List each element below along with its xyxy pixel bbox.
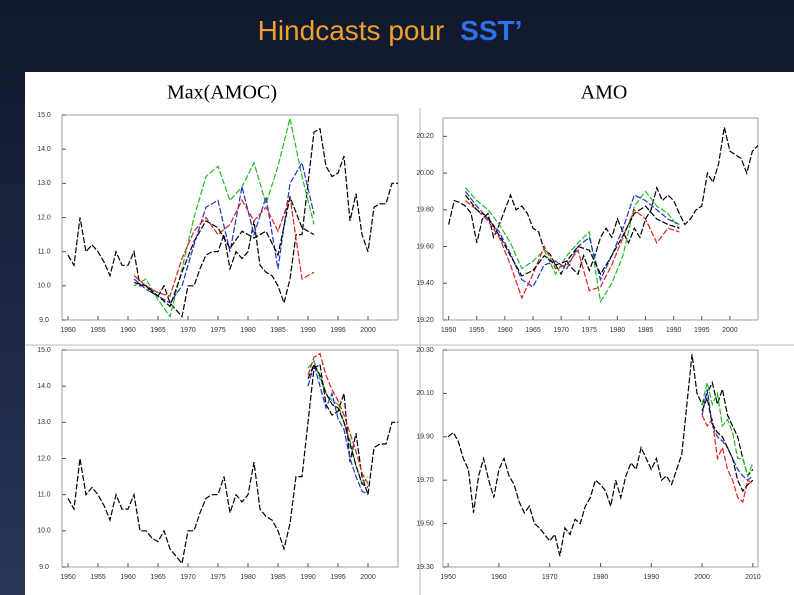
series-line	[465, 194, 680, 277]
x-tick-label: 1960	[491, 574, 507, 581]
y-tick-label: 12.0	[37, 455, 51, 462]
x-tick-label: 1960	[120, 327, 136, 334]
x-tick-label: 1955	[90, 574, 106, 581]
x-tick-label: 1950	[60, 327, 76, 334]
x-tick-label: 2000	[694, 574, 710, 581]
y-tick-label: 19.20	[416, 317, 434, 324]
x-tick-label: 1990	[644, 574, 660, 581]
x-tick-label: 1965	[150, 574, 166, 581]
y-tick-label: 10.0	[37, 283, 51, 290]
y-tick-label: 20.20	[416, 133, 434, 140]
column-title: AMO	[581, 82, 628, 104]
x-tick-label: 1975	[210, 574, 226, 581]
title-highlight: SST’	[460, 15, 522, 46]
x-tick-label: 1990	[666, 327, 682, 334]
x-tick-label: 1985	[270, 327, 286, 334]
x-tick-label: 1965	[525, 327, 541, 334]
x-tick-label: 1950	[60, 574, 76, 581]
y-tick-label: 14.0	[37, 146, 51, 153]
x-tick-label: 1995	[330, 327, 346, 334]
x-tick-label: 2000	[360, 327, 376, 334]
x-tick-label: 1970	[180, 574, 196, 581]
x-tick-label: 2000	[360, 574, 376, 581]
x-tick-label: 1975	[581, 327, 597, 334]
y-tick-label: 15.0	[37, 347, 51, 354]
x-tick-label: 1975	[210, 327, 226, 334]
x-tick-label: 1970	[542, 574, 558, 581]
series-line	[133, 196, 315, 297]
y-tick-label: 10.0	[37, 528, 51, 535]
series-line	[133, 194, 315, 308]
x-tick-label: 1995	[694, 327, 710, 334]
series-line	[307, 363, 369, 488]
y-tick-label: 20.00	[416, 170, 434, 177]
slide-title: Hindcasts pour SST’	[258, 15, 523, 46]
y-tick-label: 19.80	[416, 207, 434, 214]
y-tick-label: 19.70	[416, 477, 434, 484]
y-tick-label: 13.0	[37, 180, 51, 187]
y-tick-label: 19.40	[416, 280, 434, 287]
series-line	[465, 187, 680, 304]
y-tick-label: 19.50	[416, 520, 434, 527]
x-tick-label: 1950	[441, 327, 457, 334]
x-tick-label: 1950	[440, 574, 456, 581]
x-tick-label: 1955	[469, 327, 485, 334]
x-tick-label: 1970	[553, 327, 569, 334]
y-tick-label: 13.0	[37, 419, 51, 426]
series-line	[67, 127, 398, 318]
series-line	[465, 200, 680, 300]
x-tick-label: 1960	[120, 574, 136, 581]
y-tick-label: 9.0	[39, 317, 49, 324]
series-line	[133, 118, 315, 319]
series-line	[701, 414, 754, 503]
x-tick-label: 1985	[638, 327, 654, 334]
series-line	[448, 127, 759, 276]
x-tick-label: 1985	[270, 574, 286, 581]
x-tick-label: 1995	[330, 574, 346, 581]
x-tick-label: 1955	[90, 327, 106, 334]
title-text: Hindcasts pour	[258, 15, 445, 46]
y-tick-label: 19.60	[416, 243, 434, 250]
x-tick-label: 1970	[180, 327, 196, 334]
x-tick-label: 1980	[240, 327, 256, 334]
x-tick-label: 1965	[150, 327, 166, 334]
x-tick-label: 1990	[300, 327, 316, 334]
x-tick-label: 2010	[745, 574, 761, 581]
y-tick-label: 12.0	[37, 214, 51, 221]
x-tick-label: 1980	[610, 327, 626, 334]
column-title: Max(AMOC)	[167, 82, 277, 104]
x-tick-label: 2000	[722, 327, 738, 334]
y-tick-label: 11.0	[37, 249, 50, 256]
y-tick-label: 9.0	[39, 564, 49, 571]
x-tick-label: 1960	[497, 327, 513, 334]
series-line	[307, 362, 369, 496]
series-line	[67, 363, 398, 565]
y-tick-label: 11.0	[37, 492, 50, 499]
y-tick-label: 14.0	[37, 383, 51, 390]
series-line	[307, 352, 369, 485]
plot-frame	[442, 117, 759, 321]
y-tick-label: 15.0	[37, 112, 51, 119]
y-tick-label: 20.10	[416, 390, 434, 397]
series-line	[701, 382, 754, 478]
series-line	[701, 395, 754, 493]
x-tick-label: 1980	[593, 574, 609, 581]
series-line	[133, 161, 315, 304]
panel	[25, 72, 794, 595]
y-tick-label: 19.90	[416, 434, 434, 441]
x-tick-label: 1990	[300, 574, 316, 581]
y-tick-label: 19.30	[416, 564, 434, 571]
x-tick-label: 1980	[240, 574, 256, 581]
y-tick-label: 20.30	[416, 347, 434, 354]
